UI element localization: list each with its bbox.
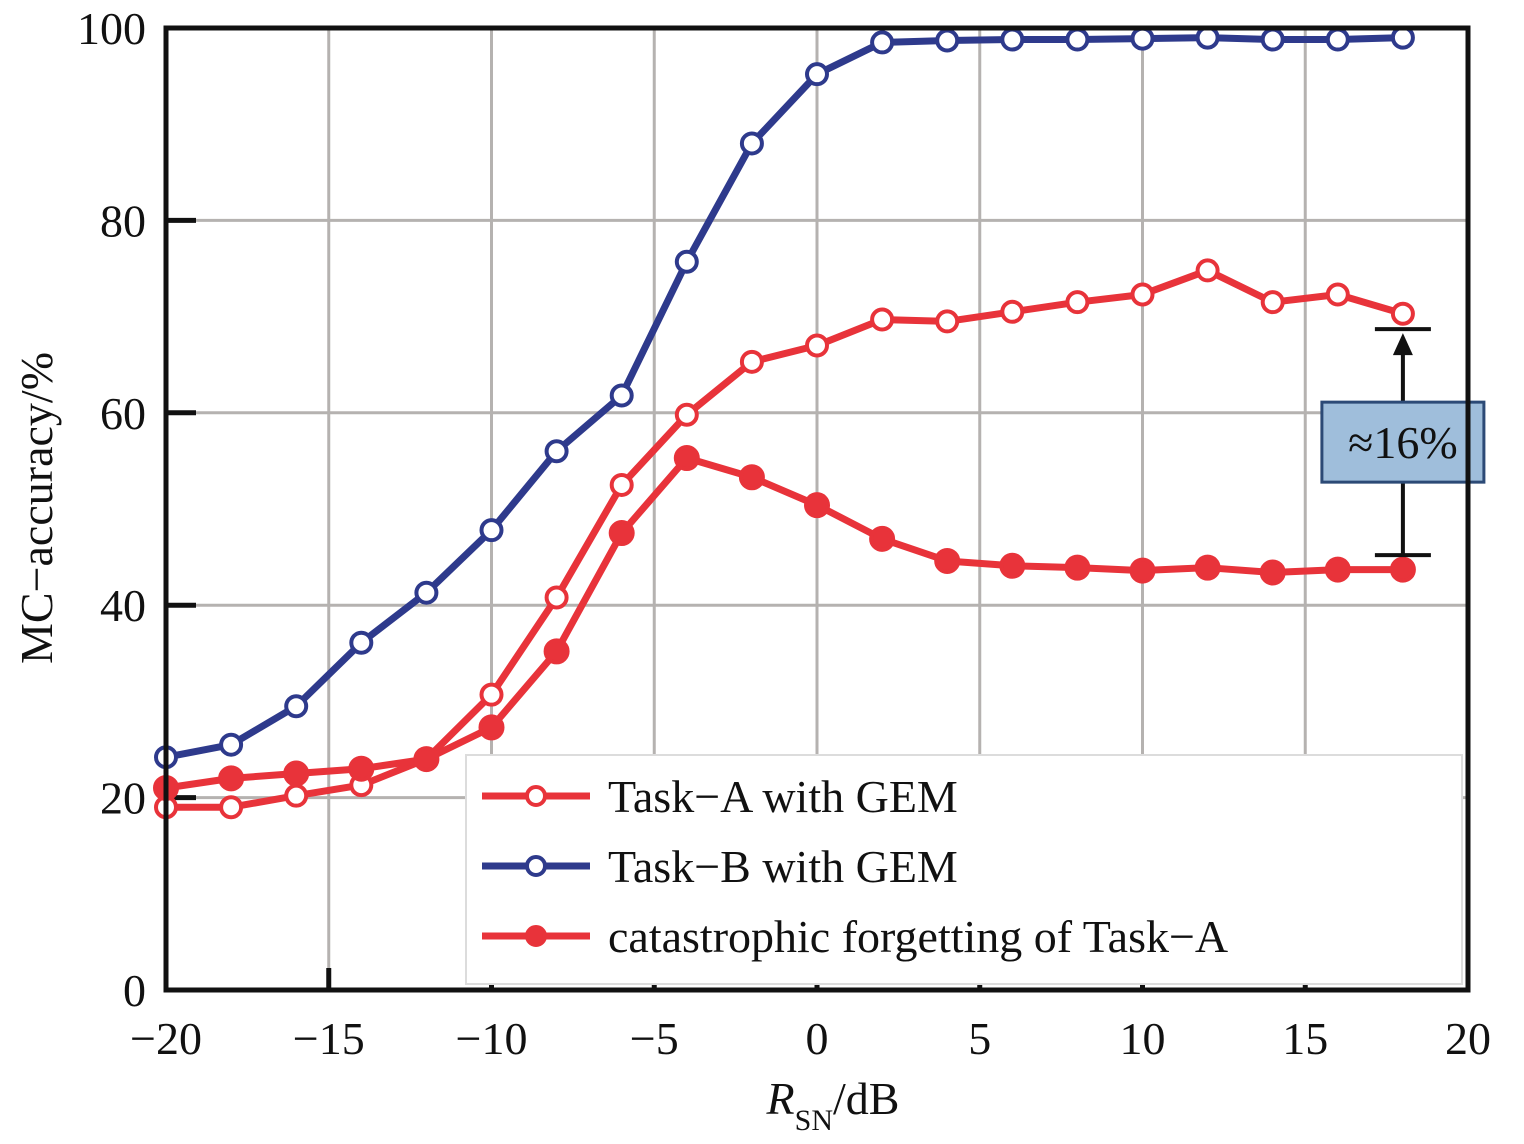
x-tick-label: −10 [456,1013,528,1064]
annotation-layer: ≈16% [1320,327,1486,558]
series-layer [153,25,1416,820]
data-point [1324,556,1351,583]
data-point [1194,554,1221,581]
legend-marker [525,855,547,877]
series-group [154,258,1415,820]
y-axis-title: MC−accuracy/% [11,352,62,664]
y-tick-label: 60 [100,388,146,439]
data-point [543,638,570,665]
data-point [739,131,764,156]
data-point [413,746,440,773]
legend-marker [525,925,547,947]
data-point [674,249,699,274]
data-point [739,349,764,374]
y-tick-labels: 0 20 40 60 80 100 [77,3,146,1016]
x-tick-label: 0 [806,1013,829,1064]
plot-frame [163,25,1471,993]
data-point [608,520,635,547]
y-tick-label: 80 [100,195,146,246]
data-point [1065,290,1090,315]
data-point [1390,301,1415,326]
y-tick-label: 0 [123,965,146,1016]
grid-lines [166,28,1468,990]
legend: Task−A with GEM Task−B with GEM catastroph… [465,754,1463,985]
series-group [154,25,1415,770]
data-point [870,307,895,332]
x-tick-label: 10 [1120,1013,1166,1064]
data-point [478,714,505,741]
data-point [1325,282,1350,307]
legend-marker [525,785,547,807]
data-point [674,402,699,427]
data-point [284,694,309,719]
data-point [414,580,439,605]
data-point [999,552,1026,579]
legend-box [465,754,1463,985]
data-point [1129,557,1156,584]
y-tick-label: 20 [100,773,146,824]
data-point [935,28,960,53]
data-point [609,383,634,408]
data-point [219,732,244,757]
series-group [153,445,1416,801]
x-axis-title: RSN/dB [766,1073,900,1137]
data-point [1130,282,1155,307]
x-axis-title-main: R [766,1073,795,1124]
gap-annotation: ≈16% [1320,327,1486,558]
data-point [1325,27,1350,52]
data-point [1065,27,1090,52]
data-point [544,439,569,464]
data-point [1259,559,1286,586]
data-point [479,682,504,707]
data-point [1260,290,1285,315]
legend-label: Task−B with GEM [608,841,958,892]
x-tick-label: −5 [630,1013,679,1064]
data-point [870,30,895,55]
data-point [1260,27,1285,52]
data-point [1195,25,1220,50]
annotation-box [1320,400,1486,484]
data-point [544,585,569,610]
data-point [218,765,245,792]
data-point [1000,27,1025,52]
x-axis-title-sub: SN [795,1104,833,1137]
data-point [609,472,634,497]
data-point [348,755,375,782]
data-point [804,492,830,519]
data-point [1390,25,1415,50]
x-tick-label: −15 [293,1013,365,1064]
x-tick-label: 5 [968,1013,991,1064]
annotation-arrow-head [1392,333,1413,356]
data-point [479,518,504,543]
legend-label: Task−A with GEM [608,771,958,822]
x-tick-label: −20 [130,1013,202,1064]
data-point [284,783,309,808]
data-point [1130,26,1155,51]
data-point [349,630,374,655]
data-point [1000,299,1025,324]
data-point [805,62,829,87]
x-tick-label: 20 [1445,1013,1491,1064]
annotation-label: ≈16% [1348,417,1458,468]
y-tick-label: 40 [100,580,146,631]
y-tick-label: 100 [77,3,146,54]
data-point [869,525,896,552]
data-point [673,445,700,472]
data-point [1064,554,1091,581]
data-point [1389,556,1416,583]
x-tick-labels: −20 −15 −10 −5 0 5 10 15 20 [130,1013,1491,1064]
x-axis-title-unit: /dB [833,1073,899,1124]
x-tick-label: 15 [1282,1013,1328,1064]
data-point [219,795,244,820]
data-point [738,464,765,491]
legend-label: catastrophic forgetting of Task−A [608,911,1228,962]
data-point [935,309,960,334]
data-point [1195,258,1220,283]
data-point [934,547,961,574]
data-point [283,760,310,787]
data-point [805,333,829,358]
